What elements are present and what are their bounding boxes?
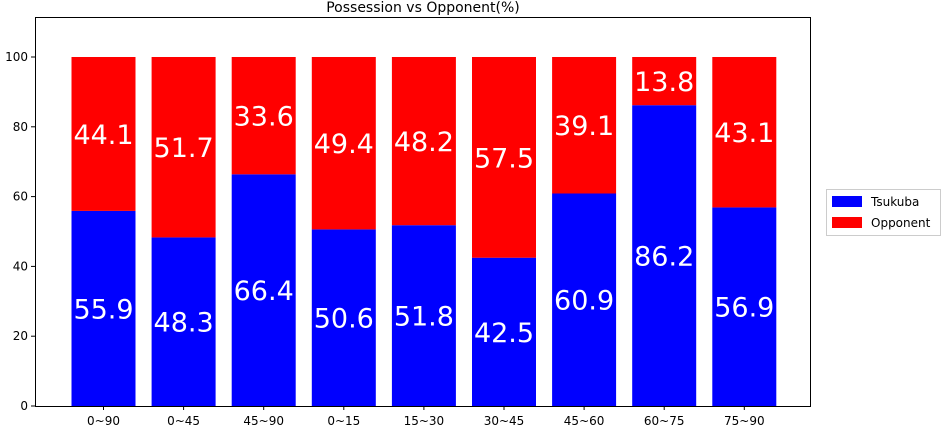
bar-opponent-3	[311, 57, 376, 230]
bar-tsukuba-7	[632, 105, 697, 406]
x-tick-label-1: 0~45	[167, 414, 200, 428]
data-label-opponent-2: 33.6	[234, 102, 294, 133]
data-label-tsukuba-7: 86.2	[634, 242, 694, 273]
x-tick-label-3: 0~15	[327, 414, 360, 428]
bar-opponent-4	[391, 57, 456, 226]
bar-opponent-5	[472, 57, 536, 258]
x-tick-label-0: 0~90	[87, 414, 120, 428]
y-tick-label-1: 20	[13, 329, 28, 343]
x-tick-label-4: 15~30	[404, 414, 445, 428]
data-label-opponent-3: 49.4	[314, 129, 374, 160]
data-label-tsukuba-4: 51.8	[394, 302, 454, 333]
data-label-tsukuba-5: 42.5	[474, 318, 534, 349]
data-label-tsukuba-8: 56.9	[714, 293, 774, 324]
bar-tsukuba-6	[552, 193, 617, 406]
legend: Tsukuba Opponent	[826, 189, 941, 236]
x-tick-label-8: 75~90	[724, 414, 765, 428]
bar-opponent-8	[712, 57, 777, 208]
plot-frame	[35, 17, 811, 407]
data-label-opponent-4: 48.2	[394, 127, 454, 158]
bar-opponent-2	[231, 57, 296, 175]
y-axis: 0 20 40 60 80 100	[5, 50, 35, 413]
bar-tsukuba-8	[712, 207, 777, 406]
legend-label-opponent: Opponent	[871, 216, 931, 230]
data-label-tsukuba-6: 60.9	[554, 286, 614, 317]
data-label-opponent-8: 43.1	[714, 118, 774, 149]
data-label-tsukuba-0: 55.9	[73, 295, 133, 326]
data-label-tsukuba-2: 66.4	[234, 276, 294, 307]
x-tick-label-2: 45~90	[243, 414, 284, 428]
data-label-tsukuba-3: 50.6	[314, 304, 374, 335]
x-tick-label-7: 60~75	[644, 414, 685, 428]
legend-label-tsukuba: Tsukuba	[870, 195, 919, 209]
bar-tsukuba-2	[231, 174, 296, 406]
y-tick-label-4: 80	[13, 120, 28, 134]
y-tick-label-5: 100	[5, 50, 28, 64]
data-label-tsukuba-1: 48.3	[154, 308, 214, 339]
legend-swatch-tsukuba	[832, 196, 862, 207]
data-label-opponent-0: 44.1	[73, 120, 133, 151]
data-labels-group: 55.9 44.1 48.3 51.7 66.4 33.6 50.6 49.4 51.8 48.2…	[73, 67, 774, 349]
chart-title: Possession vs Opponent(%)	[326, 0, 520, 16]
y-tick-label-0: 0	[20, 399, 28, 413]
data-label-opponent-6: 39.1	[554, 111, 614, 142]
bar-tsukuba-0	[71, 210, 136, 406]
bars-group	[71, 57, 777, 406]
x-axis: 0~90 0~45 45~90 0~15 15~30 30~45 45~60 60~75 75~…	[87, 406, 765, 428]
data-label-opponent-5: 57.5	[474, 143, 534, 174]
bar-opponent-1	[151, 57, 216, 238]
bar-tsukuba-5	[472, 257, 536, 406]
data-label-opponent-7: 13.8	[634, 67, 694, 98]
y-tick-label-3: 60	[13, 190, 28, 204]
bar-tsukuba-1	[151, 237, 216, 406]
x-tick-label-5: 30~45	[484, 414, 525, 428]
bar-tsukuba-3	[311, 229, 376, 406]
bar-opponent-6	[552, 57, 617, 194]
legend-swatch-opponent	[832, 217, 862, 228]
bar-opponent-0	[71, 57, 136, 211]
y-tick-label-2: 40	[13, 259, 28, 273]
bar-tsukuba-4	[391, 225, 456, 406]
bar-opponent-7	[632, 57, 697, 106]
x-tick-label-6: 45~60	[564, 414, 605, 428]
data-label-opponent-1: 51.7	[154, 133, 214, 164]
